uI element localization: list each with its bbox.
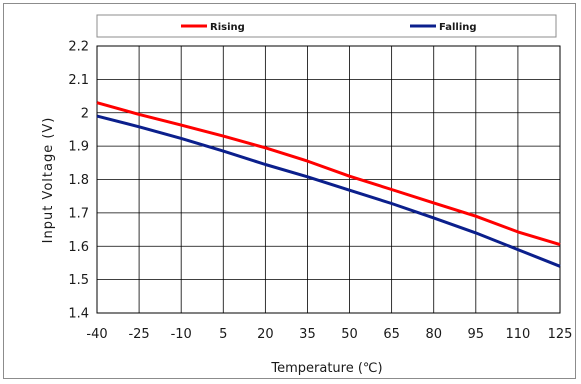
x-tick-label: 20 (257, 327, 274, 342)
x-tick-label: -40 (86, 327, 107, 342)
x-tick-label: 95 (468, 327, 485, 342)
y-tick-label: 1.7 (68, 206, 89, 221)
legend-label-falling: Falling (439, 22, 477, 33)
plot-area: 1.4 1.5 1.6 1.7 1.8 1.9 2 2.1 2.2 -40 -25 -10 5 20 35 5… (68, 40, 572, 343)
x-tick-label: 80 (425, 327, 442, 342)
x-tick-label: 125 (548, 327, 573, 342)
x-tick-label: 110 (505, 327, 530, 342)
y-tick-label: 2 (81, 106, 89, 121)
x-tick-label: 5 (219, 327, 227, 342)
legend-label-rising: Rising (210, 22, 245, 33)
y-tick-label: 1.8 (68, 173, 89, 188)
legend: Rising Falling (97, 15, 556, 37)
x-tick-label: -10 (171, 327, 192, 342)
x-tick-label: 50 (341, 327, 358, 342)
y-tick-label: 1.6 (68, 240, 89, 255)
y-tick-label: 2.1 (68, 73, 89, 88)
y-tick-label: 1.9 (68, 140, 89, 155)
legend-box (97, 15, 556, 37)
x-axis-title: Temperature (℃) (270, 361, 382, 376)
y-tick-label: 1.4 (68, 307, 89, 322)
x-tick-label: -25 (128, 327, 149, 342)
x-tick-label: 65 (383, 327, 400, 342)
y-axis-title: Input Voltage (V) (41, 117, 56, 244)
x-tick-label: 35 (299, 327, 316, 342)
y-tick-label: 1.5 (68, 273, 89, 288)
y-tick-label: 2.2 (68, 40, 89, 55)
